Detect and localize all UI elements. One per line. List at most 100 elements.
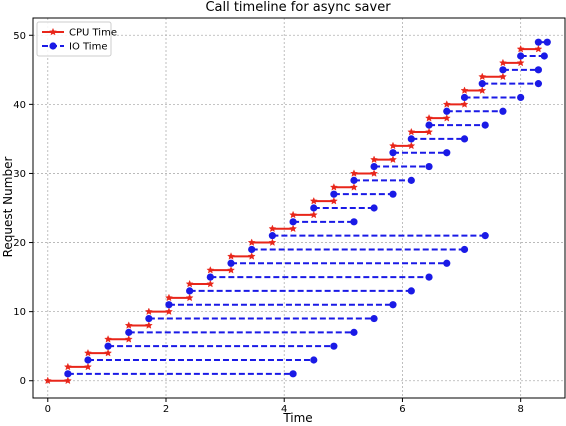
cpu-time-marker xyxy=(247,252,256,260)
cpu-time-marker xyxy=(206,279,215,288)
cpu-time-marker xyxy=(227,266,235,274)
x-tick-label: 6 xyxy=(399,404,405,415)
cpu-time-marker xyxy=(407,127,416,136)
io-time-marker xyxy=(443,259,451,267)
io-time-marker xyxy=(350,176,358,184)
cpu-time-marker xyxy=(460,100,469,108)
cpu-time-marker xyxy=(63,362,72,371)
cpu-time-marker xyxy=(389,155,397,163)
io-time-marker xyxy=(425,273,433,281)
cpu-time-marker xyxy=(499,72,507,81)
io-time-marker xyxy=(330,342,338,350)
cpu-time-marker xyxy=(289,210,298,219)
cpu-time-marker xyxy=(104,335,112,343)
io-time-marker xyxy=(84,356,92,364)
io-time-marker xyxy=(499,107,507,115)
cpu-time-marker xyxy=(350,169,358,177)
cpu-time-marker xyxy=(389,141,397,150)
io-time-marker xyxy=(499,66,507,74)
io-time-marker xyxy=(310,204,318,212)
io-time-marker xyxy=(125,328,133,336)
io-time-series xyxy=(64,38,551,378)
io-time-marker xyxy=(289,370,297,378)
io-legend-marker xyxy=(49,42,57,50)
io-time-marker xyxy=(460,93,469,102)
cpu-legend-marker xyxy=(49,27,57,36)
io-time-marker xyxy=(407,176,415,184)
io-time-marker xyxy=(289,218,297,226)
cpu-time-marker xyxy=(165,293,173,302)
cpu-time-marker xyxy=(478,86,487,94)
io-legend-label: IO Time xyxy=(69,42,107,53)
cpu-time-marker xyxy=(329,196,338,205)
io-time-marker xyxy=(425,121,433,129)
cpu-time-marker xyxy=(63,376,72,385)
io-time-marker xyxy=(389,301,397,309)
y-tick-label: 10 xyxy=(13,307,26,318)
tick-layer: 0 2 4 6 8 0 10 20 30 40 50 xyxy=(13,31,524,415)
io-time-marker xyxy=(478,80,486,88)
io-time-marker xyxy=(186,287,194,295)
io-time-marker xyxy=(407,287,415,295)
io-time-marker xyxy=(517,52,525,60)
io-time-marker xyxy=(227,259,235,267)
cpu-time-marker xyxy=(144,321,153,329)
cpu-time-marker xyxy=(289,224,298,233)
cpu-legend-label: CPU Time xyxy=(69,28,117,39)
x-tick-label: 4 xyxy=(281,404,287,415)
io-time-marker xyxy=(389,149,397,157)
y-tick-label: 0 xyxy=(20,376,26,387)
io-time-marker xyxy=(370,204,378,212)
io-time-marker xyxy=(540,52,548,60)
cpu-time-marker xyxy=(407,141,416,150)
cpu-time-marker xyxy=(124,321,133,329)
cpu-time-marker xyxy=(425,127,433,136)
io-time-marker xyxy=(543,38,551,46)
cpu-time-marker xyxy=(185,279,194,288)
io-time-marker xyxy=(389,190,397,198)
cpu-time-marker xyxy=(329,183,338,191)
cpu-time-marker xyxy=(43,376,52,385)
io-time-marker xyxy=(443,107,451,115)
io-time-marker xyxy=(425,162,433,171)
io-time-marker xyxy=(350,328,358,336)
io-time-marker xyxy=(517,93,525,102)
x-axis-title: Time xyxy=(282,411,312,425)
cpu-time-marker xyxy=(206,266,215,274)
cpu-time-marker xyxy=(370,155,378,163)
io-time-marker xyxy=(534,38,543,46)
cpu-time-marker xyxy=(124,335,133,343)
cpu-time-marker xyxy=(499,58,507,67)
io-time-marker xyxy=(460,135,469,143)
series-layer xyxy=(43,38,551,385)
plot-frame xyxy=(32,17,566,399)
io-time-marker xyxy=(165,301,173,309)
cpu-time-marker xyxy=(460,86,469,94)
cpu-time-marker xyxy=(84,348,92,357)
cpu-time-marker xyxy=(144,307,153,315)
cpu-time-marker xyxy=(104,348,112,357)
io-time-marker xyxy=(460,245,469,254)
cpu-time-marker xyxy=(516,58,525,67)
cpu-time-marker xyxy=(350,183,358,191)
cpu-time-marker xyxy=(309,210,318,219)
io-time-marker xyxy=(407,135,415,143)
io-time-marker xyxy=(481,121,489,129)
io-time-marker xyxy=(206,273,214,281)
cpu-time-marker xyxy=(268,238,277,246)
io-time-marker xyxy=(268,232,276,240)
cpu-time-marker xyxy=(227,252,235,260)
grid-layer xyxy=(33,18,565,398)
io-time-marker xyxy=(104,342,112,350)
cpu-time-marker xyxy=(370,169,378,177)
cpu-time-marker xyxy=(425,114,433,122)
io-time-marker xyxy=(534,80,543,88)
y-tick-label: 30 xyxy=(13,169,26,180)
io-time-marker xyxy=(443,149,451,157)
legend: CPU Time IO Time xyxy=(36,21,117,57)
x-tick-label: 0 xyxy=(45,404,51,415)
io-time-marker xyxy=(350,218,358,226)
y-tick-label: 40 xyxy=(13,100,26,111)
x-tick-label: 2 xyxy=(163,404,169,415)
